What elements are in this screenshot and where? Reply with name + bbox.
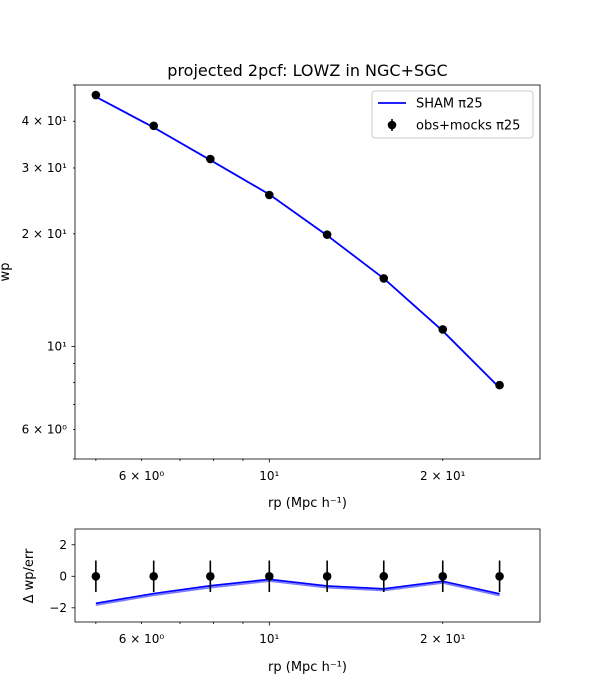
x-tick-label: 6 × 10⁰ <box>119 469 165 483</box>
residual-x-axis-label: rp (Mpc h⁻¹) <box>268 660 347 675</box>
data-point <box>495 380 504 390</box>
series-line <box>95 580 500 606</box>
data-point <box>206 154 215 164</box>
data-point <box>91 90 101 100</box>
axes-frame <box>74 528 541 623</box>
main-y-axis-label: wp <box>0 263 13 282</box>
y-tick-label: 2 <box>59 538 67 552</box>
main-plot-panel: 10¹ 6 × 10⁰ 2 × 10¹ 10¹ 6 × 10⁰ 2 × 10¹ 3 × 10… <box>22 84 541 483</box>
series-line <box>95 95 501 389</box>
data-point <box>438 325 448 334</box>
data-point <box>265 571 274 581</box>
x-tick-label: 6 × 10⁰ <box>119 632 165 646</box>
legend-label: SHAM π25 <box>416 97 483 112</box>
data-point <box>379 571 389 581</box>
x-tick-label: 2 × 10¹ <box>420 469 466 483</box>
y-tick-label: 2 × 10¹ <box>22 227 68 241</box>
main-x-axis-label: rp (Mpc h⁻¹) <box>268 496 347 511</box>
x-tick-label: 10¹ <box>259 632 279 646</box>
data-point <box>495 571 504 581</box>
data-point <box>265 190 274 200</box>
data-point <box>438 571 448 581</box>
data-point <box>322 571 332 581</box>
x-tick-label: 10¹ <box>259 469 279 483</box>
data-point <box>322 230 332 239</box>
legend: SHAM π25 obs+mocks π25 <box>371 90 534 139</box>
y-tick-label: 6 × 10⁰ <box>22 422 68 436</box>
data-point <box>149 121 158 131</box>
residual-y-axis-label: Δ wp/err <box>22 548 37 603</box>
data-point <box>379 274 389 283</box>
data-point <box>149 571 158 581</box>
residual-plot-panel: 10¹ 6 × 10⁰ 2 × 10¹ 2 0 −2 <box>49 528 541 646</box>
series-line <box>95 578 500 605</box>
y-tick-label: 0 <box>59 569 67 583</box>
y-tick-label: 3 × 10¹ <box>22 161 68 175</box>
legend-marker-swatch <box>387 120 397 130</box>
data-point <box>91 571 101 581</box>
axes-frame <box>74 84 541 460</box>
y-tick-label: 10¹ <box>47 339 67 353</box>
data-point <box>206 571 215 581</box>
chart-title: projected 2pcf: LOWZ in NGC+SGC <box>167 61 447 80</box>
x-tick-label: 2 × 10¹ <box>420 632 466 646</box>
y-tick-label: 4 × 10¹ <box>22 114 68 128</box>
legend-label: obs+mocks π25 <box>416 119 520 134</box>
y-tick-label: −2 <box>49 601 67 615</box>
legend-box <box>371 90 534 139</box>
